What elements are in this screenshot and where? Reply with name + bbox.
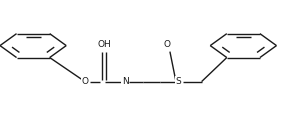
Text: O: O <box>82 77 88 86</box>
Text: OH: OH <box>98 40 111 49</box>
Text: N: N <box>122 77 129 86</box>
Text: S: S <box>176 77 181 86</box>
Text: O: O <box>164 40 170 49</box>
